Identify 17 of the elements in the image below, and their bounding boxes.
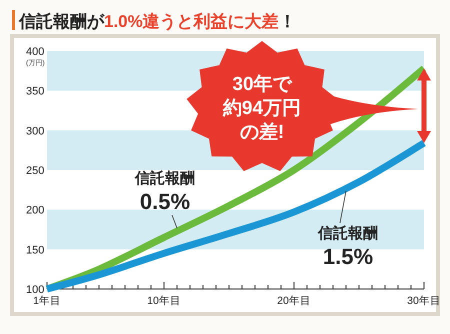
x-tick-label: 1年目 bbox=[33, 295, 61, 307]
annotation: 約94万円 bbox=[222, 98, 302, 119]
y-tick-label: 150 bbox=[26, 244, 44, 256]
x-tick-label: 10年目 bbox=[147, 295, 181, 307]
chart-title: 信託報酬が1.0%違うと利益に大差！ bbox=[18, 12, 296, 31]
y-tick-label: 350 bbox=[26, 86, 44, 98]
annotation: 30年で bbox=[232, 74, 293, 95]
y-tick-label: 400 bbox=[26, 46, 44, 58]
series-label: 信託報酬 1.5% bbox=[317, 225, 378, 269]
y-tick-label: 250 bbox=[26, 165, 44, 177]
series-label: 信託報酬 0.5% bbox=[134, 170, 195, 214]
y-tick-label: 200 bbox=[26, 204, 44, 217]
x-tick-label: 20年目 bbox=[277, 295, 311, 307]
y-tick-label: 300 bbox=[26, 125, 44, 138]
x-tick-label: 30年目 bbox=[407, 295, 441, 307]
annotation: の差! bbox=[240, 122, 284, 143]
y-tick-label: 100 bbox=[26, 284, 44, 296]
